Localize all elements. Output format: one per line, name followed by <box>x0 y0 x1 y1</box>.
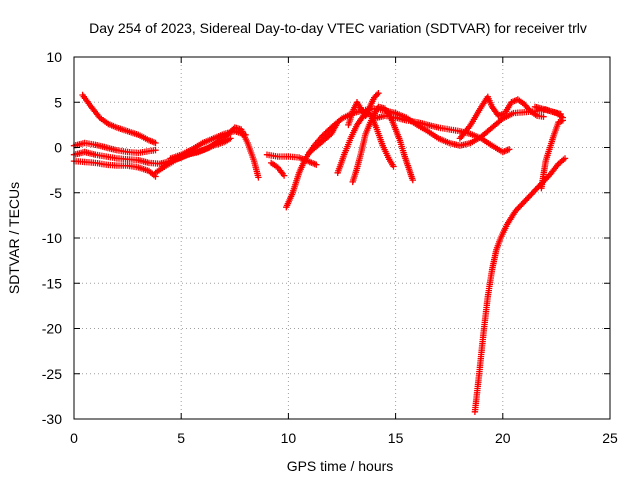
series-arc-17 <box>538 117 566 192</box>
y-tick-label: -5 <box>50 185 63 201</box>
x-tick-label: 10 <box>281 430 297 446</box>
data-point <box>540 113 547 120</box>
data-point <box>390 163 397 170</box>
series-arc-8 <box>268 159 288 179</box>
series-arc-2 <box>70 139 159 157</box>
data-point <box>375 90 382 97</box>
y-tick-label: 10 <box>46 49 62 65</box>
data-point <box>313 161 320 168</box>
y-tick-label: 5 <box>54 94 62 110</box>
series-arc-14 <box>371 112 513 156</box>
series-arc-3 <box>70 157 159 180</box>
x-tick-label: 5 <box>177 430 185 446</box>
x-tick-label: 15 <box>388 430 404 446</box>
axis-ticks: 0 5 10 15 20 25 -30 -25 -20 -15 -10 -5 0 5 10 <box>42 49 618 446</box>
series-arc-16 <box>471 155 569 415</box>
y-tick-label: -20 <box>42 321 62 337</box>
y-tick-label: -25 <box>42 366 62 382</box>
data-point <box>152 139 159 147</box>
data-point <box>152 147 159 154</box>
series-arc-6 <box>167 128 249 162</box>
data-point <box>334 119 341 126</box>
x-axis-label: GPS time / hours <box>287 458 394 474</box>
y-tick-label: -10 <box>42 230 62 246</box>
data-point <box>255 174 262 181</box>
series-arc-15 <box>456 93 547 142</box>
y-tick-label: -30 <box>42 411 62 427</box>
data-point <box>409 176 416 184</box>
data-point <box>506 146 513 153</box>
series-arc-12 <box>349 103 416 186</box>
data-point <box>227 135 234 142</box>
y-tick-label: -15 <box>42 275 62 291</box>
y-axis-label: SDTVAR / TECUs <box>6 182 22 294</box>
x-tick-label: 0 <box>70 430 78 446</box>
series-arc-18 <box>531 103 564 118</box>
data-point <box>559 117 566 124</box>
data-point <box>557 110 564 118</box>
x-tick-label: 20 <box>495 430 511 446</box>
x-tick-label: 25 <box>602 430 618 446</box>
series-arc-10 <box>306 119 341 156</box>
data-point <box>280 172 288 179</box>
data-point <box>561 155 569 162</box>
data-point <box>242 131 249 138</box>
series-arc-4 <box>79 91 159 147</box>
series-arc-13 <box>345 90 382 129</box>
data-series <box>70 90 569 415</box>
y-tick-label: 0 <box>54 140 62 156</box>
chart-title: Day 254 of 2023, Sidereal Day-to-day VTE… <box>89 20 587 36</box>
